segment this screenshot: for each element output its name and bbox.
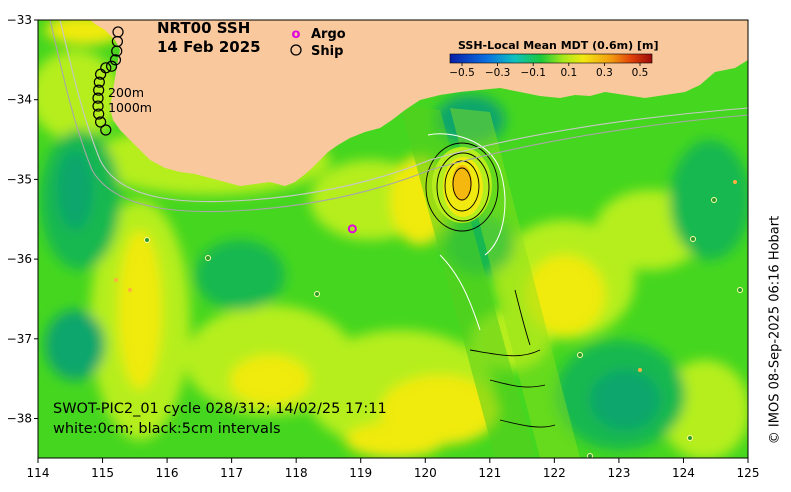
ssh-region bbox=[45, 310, 105, 380]
ssh-region bbox=[525, 255, 605, 335]
y-tick-label: −38 bbox=[7, 412, 32, 426]
x-tick-label: 121 bbox=[478, 466, 501, 480]
eddy-core bbox=[452, 165, 472, 201]
drifter-dot bbox=[687, 435, 693, 441]
drifter-dot bbox=[690, 236, 696, 242]
ssh-region bbox=[670, 140, 748, 260]
y-tick-label: −36 bbox=[7, 252, 32, 266]
x-tick-label: 123 bbox=[607, 466, 630, 480]
drifter-dot bbox=[205, 255, 211, 261]
ssh-region bbox=[345, 422, 445, 458]
ship-position-marker bbox=[109, 54, 122, 66]
map-title-date: 14 Feb 2025 bbox=[157, 38, 261, 56]
colorbar: SSH-Local Mean MDT (0.6m) [m] −0.5 −0.3 −0… bbox=[449, 39, 658, 79]
ssh-region bbox=[590, 370, 660, 430]
colorbar-title: SSH-Local Mean MDT (0.6m) [m] bbox=[458, 39, 658, 52]
map-title-line1: NRT00 SSH bbox=[157, 19, 250, 37]
x-tick-label: 125 bbox=[737, 466, 760, 480]
drifter-dots bbox=[114, 180, 743, 458]
swot-caption-line1: SWOT-PIC2_01 cycle 028/312; 14/02/25 17:… bbox=[53, 401, 387, 417]
argo-marker-icon: o bbox=[292, 27, 301, 42]
y-tick-label: −35 bbox=[7, 172, 32, 186]
ship-position-marker bbox=[105, 60, 118, 72]
ship-position-marker bbox=[93, 76, 105, 88]
colorbar-tick-label: 0.3 bbox=[596, 67, 613, 79]
x-tick-label: 114 bbox=[27, 466, 50, 480]
drifter-dot bbox=[144, 237, 150, 243]
contour-white bbox=[427, 133, 506, 256]
colorbar-tick-label: −0.5 bbox=[449, 67, 475, 79]
contour-white bbox=[439, 254, 481, 331]
contour-black bbox=[489, 379, 546, 388]
drifter-dot bbox=[314, 291, 320, 297]
isobath-label-1000m: 1000m bbox=[108, 100, 152, 115]
argo-float bbox=[347, 224, 357, 234]
map-frame bbox=[37, 19, 749, 459]
colorbar-tick-label: 0.5 bbox=[632, 67, 649, 79]
x-tick-label: 120 bbox=[414, 466, 437, 480]
swot-swath bbox=[400, 105, 580, 458]
ssh-region bbox=[435, 95, 505, 145]
y-axis: −33 −34 −35 −36 −37 −38 bbox=[7, 13, 38, 426]
ship-track bbox=[92, 26, 124, 136]
ship-position-marker bbox=[95, 68, 107, 80]
ship-position-marker bbox=[95, 116, 107, 128]
ssh-region bbox=[230, 355, 310, 405]
drifter-dot bbox=[711, 197, 717, 203]
x-tick-label: 122 bbox=[543, 466, 566, 480]
ship-position-marker bbox=[93, 108, 105, 120]
contour-black bbox=[425, 142, 499, 232]
colorbar-ticks: −0.5 −0.3 −0.1 0.1 0.3 0.5 bbox=[449, 63, 648, 79]
legend-ship-label: Ship bbox=[311, 44, 343, 59]
x-tick-label: 124 bbox=[672, 466, 695, 480]
drifter-dot bbox=[577, 352, 583, 358]
drifter-dot bbox=[114, 278, 118, 282]
contour-black bbox=[499, 419, 556, 428]
drifter-dot bbox=[733, 180, 737, 184]
ship-position-marker bbox=[100, 124, 112, 136]
ship-position-marker bbox=[93, 84, 105, 96]
argo-float-marker bbox=[347, 224, 357, 234]
y-tick-label: −37 bbox=[7, 332, 32, 346]
imos-credit-text: © IMOS 08-Sep-2025 06:16 Hobart bbox=[767, 215, 783, 445]
y-tick-label: −34 bbox=[7, 93, 32, 107]
legend: o Argo Ship bbox=[290, 27, 346, 59]
ship-position-marker bbox=[111, 45, 123, 57]
drifter-dot bbox=[737, 287, 743, 293]
contour-black bbox=[469, 349, 541, 357]
isobath-label-200m: 200m bbox=[108, 85, 144, 100]
x-tick-label: 119 bbox=[349, 466, 372, 480]
contour-black bbox=[452, 167, 472, 201]
colorbar-gradient bbox=[449, 53, 653, 64]
x-tick-label: 118 bbox=[285, 466, 308, 480]
drifter-dot bbox=[587, 453, 593, 458]
colorbar-tick-label: 0.1 bbox=[560, 67, 577, 79]
ship-position-marker bbox=[92, 100, 104, 112]
contour-black bbox=[436, 152, 490, 222]
swot-caption-line2: white:0cm; black:5cm intervals bbox=[53, 421, 281, 437]
y-tick-label: −33 bbox=[7, 13, 32, 27]
ssh-region bbox=[57, 150, 93, 230]
ship-marker-icon bbox=[290, 44, 302, 56]
colorbar-tick-label: −0.1 bbox=[520, 67, 546, 79]
legend-argo-label: Argo bbox=[311, 27, 346, 42]
ssh-region bbox=[118, 230, 162, 390]
x-tick-label: 116 bbox=[156, 466, 179, 480]
map-plot-area bbox=[38, 20, 748, 458]
isobath-1000m bbox=[49, 20, 748, 213]
ssh-region bbox=[38, 50, 120, 140]
x-tick-label: 117 bbox=[220, 466, 243, 480]
ship-position-marker bbox=[92, 92, 104, 104]
drifter-dot bbox=[638, 368, 642, 372]
contour-black bbox=[514, 289, 531, 346]
x-axis: 114 115 116 117 118 119 120 121 122 123 124 125 bbox=[27, 458, 760, 480]
drifter-dot bbox=[128, 288, 132, 292]
colorbar-tick-label: −0.3 bbox=[485, 67, 511, 79]
x-tick-label: 115 bbox=[91, 466, 114, 480]
imos-credit: © IMOS 08-Sep-2025 06:16 Hobart bbox=[767, 200, 783, 460]
isobath-200m bbox=[59, 20, 748, 203]
ssh-region bbox=[195, 240, 285, 310]
